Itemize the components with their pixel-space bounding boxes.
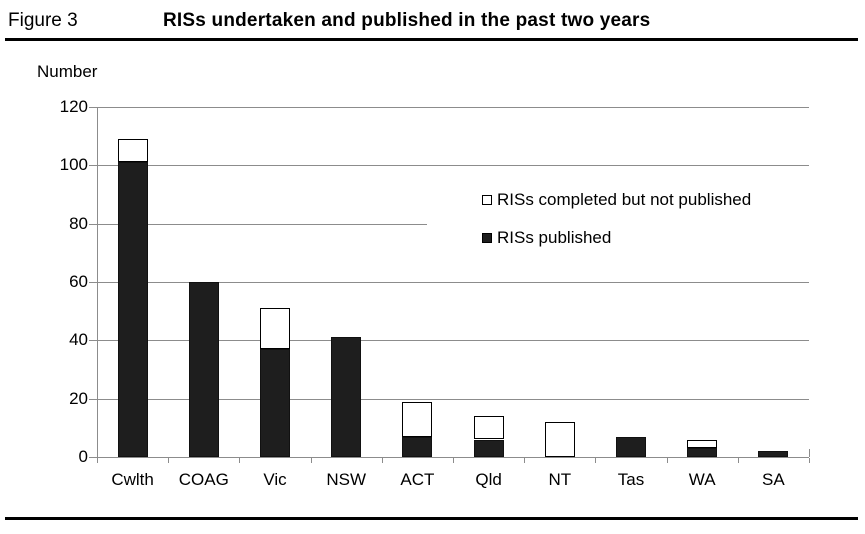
- y-axis-title: Number: [37, 62, 98, 81]
- legend-label: RISs published: [497, 227, 612, 247]
- y-tick-60: [89, 282, 97, 283]
- bar-segment-published-Cwlth: [117, 162, 148, 457]
- gridline-120: [97, 107, 809, 108]
- legend-label: RISs completed but not published: [497, 189, 752, 209]
- x-tick-4: [381, 458, 383, 463]
- x-tick-10: [809, 458, 810, 463]
- gridline-20: [97, 398, 809, 400]
- y-tick-label-0: 0: [78, 447, 88, 466]
- y-tick-20: [89, 398, 97, 400]
- x-category-label-Vic: Vic: [263, 470, 287, 489]
- y-tick-label-80: 80: [69, 213, 88, 233]
- bar-segment-published-Tas: [616, 436, 646, 457]
- x-tick-0: [97, 458, 98, 463]
- x-tick-2: [239, 458, 241, 463]
- top-rule: [5, 38, 858, 41]
- figure-title: RISs undertaken and published in the pas…: [163, 10, 651, 31]
- x-tick-9: [737, 458, 739, 463]
- gridline-100: [97, 165, 809, 167]
- legend-item-published: RISs published: [482, 228, 751, 247]
- bar-segment-published-ACT: [402, 436, 433, 457]
- x-category-label-ACT: ACT: [400, 470, 435, 489]
- x-category-label-Cwlth: Cwlth: [111, 470, 154, 489]
- bottom-rule: [5, 517, 858, 520]
- x-tick-7: [595, 458, 597, 463]
- bar-segment-not-published-Qld: [473, 416, 504, 440]
- y-tick-100: [89, 165, 97, 167]
- chart-legend: RISs completed but not published RISs pu…: [482, 190, 751, 266]
- gridline-60: [97, 282, 809, 283]
- open-square-swatch-icon: [482, 194, 492, 205]
- figure-number-label: Figure 3: [8, 10, 78, 31]
- y-axis-line: [97, 107, 98, 457]
- bar-segment-published-COAG: [188, 282, 219, 457]
- x-tick-8: [666, 458, 668, 463]
- bar-segment-not-published-NT: [544, 422, 575, 457]
- x-category-label-SA: SA: [762, 470, 785, 489]
- x-category-label-NT: NT: [548, 470, 572, 489]
- bar-segment-not-published-WA: [687, 439, 718, 449]
- legend-item-not-published: RISs completed but not published: [482, 190, 751, 209]
- bar-segment-not-published-ACT: [402, 401, 433, 437]
- bar-segment-published-NSW: [331, 337, 362, 457]
- x-tick-5: [453, 458, 454, 463]
- gridline-40: [97, 340, 809, 342]
- x-tick-1: [168, 458, 170, 463]
- x-tick-end-up: [809, 449, 810, 457]
- x-category-label-Tas: Tas: [617, 470, 645, 489]
- gridline-80: [97, 223, 427, 225]
- y-tick-80: [89, 223, 97, 225]
- x-category-label-COAG: COAG: [178, 470, 229, 489]
- x-category-label-Qld: Qld: [475, 470, 502, 489]
- y-tick-label-100: 100: [59, 155, 88, 175]
- y-tick-40: [89, 340, 97, 342]
- y-tick-label-120: 120: [59, 97, 88, 116]
- bar-segment-published-Vic: [260, 349, 290, 457]
- x-category-label-WA: WA: [688, 470, 716, 489]
- x-axis-line: [97, 457, 809, 458]
- y-tick-0: [89, 457, 97, 458]
- x-tick-6: [524, 458, 526, 463]
- bar-segment-published-WA: [687, 448, 718, 457]
- y-tick-label-60: 60: [69, 272, 88, 291]
- y-tick-120: [89, 107, 97, 108]
- bar-segment-not-published-Cwlth: [117, 139, 148, 163]
- filled-square-swatch-icon: [482, 232, 492, 243]
- x-tick-3: [310, 458, 312, 463]
- bar-segment-not-published-Vic: [260, 308, 290, 350]
- y-tick-label-20: 20: [69, 388, 88, 408]
- bar-segment-published-SA: [758, 451, 789, 457]
- x-category-label-NSW: NSW: [326, 470, 367, 489]
- bar-segment-published-Qld: [473, 439, 504, 457]
- y-tick-label-40: 40: [69, 330, 88, 350]
